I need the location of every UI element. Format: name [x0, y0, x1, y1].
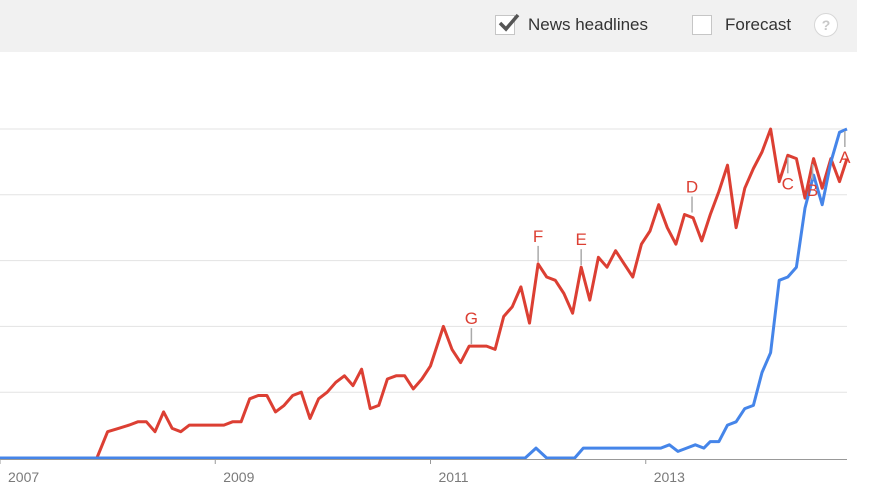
checkmark-icon	[498, 13, 520, 32]
annotation-d[interactable]: D	[686, 178, 698, 213]
help-icon[interactable]: ?	[814, 13, 838, 37]
interest-line-chart: G F E D C B A 2007 2009 2011 2013	[0, 127, 851, 485]
grid-lines	[0, 128, 847, 393]
annotation-e[interactable]: E	[575, 230, 587, 266]
annotation-f[interactable]: F	[533, 227, 543, 262]
forecast-option[interactable]: Forecast	[692, 13, 791, 37]
annotation-g[interactable]: G	[465, 309, 478, 345]
series-line-2[interactable]	[0, 127, 848, 460]
x-tick-label: 2007	[8, 469, 39, 485]
news-headlines-label: News headlines	[528, 15, 649, 34]
news-headlines-option[interactable]: News headlines	[495, 13, 648, 37]
forecast-label: Forecast	[725, 15, 792, 34]
annotation-letter: F	[533, 227, 543, 246]
annotation-a[interactable]: A	[839, 131, 851, 167]
x-tick-label: 2013	[654, 469, 685, 485]
annotation-letter: C	[782, 174, 794, 193]
annotation-letter: E	[575, 230, 586, 249]
annotation-c[interactable]: C	[782, 157, 794, 193]
annotation-letter: A	[839, 148, 851, 167]
series-line-1[interactable]	[0, 127, 849, 460]
options-bar: News headlines Forecast ?	[0, 0, 857, 52]
x-tick-label: 2011	[438, 469, 468, 485]
annotation-letter: G	[465, 309, 478, 328]
series-lines	[0, 127, 849, 460]
annotation-letter: B	[807, 181, 818, 200]
x-axis: 2007 2009 2011 2013	[0, 459, 847, 485]
annotation-b[interactable]: B	[807, 163, 818, 200]
news-annotations: G F E D C B A	[465, 131, 851, 345]
x-tick-label: 2009	[223, 469, 254, 485]
annotation-letter: D	[686, 178, 698, 197]
forecast-checkbox[interactable]	[692, 15, 712, 35]
news-headlines-checkbox[interactable]	[495, 13, 520, 35]
